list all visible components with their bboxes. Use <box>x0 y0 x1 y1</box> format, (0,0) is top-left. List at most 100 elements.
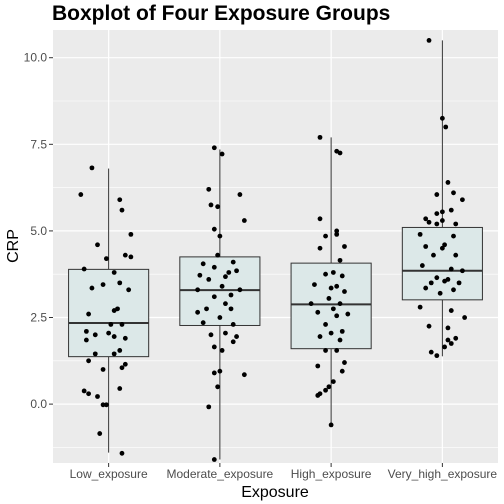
data-point <box>448 308 454 313</box>
data-points <box>78 37 468 462</box>
x-tick-label: Moderate_exposure <box>167 467 274 481</box>
data-point <box>323 271 328 277</box>
data-point <box>234 268 239 274</box>
data-point <box>426 37 432 43</box>
data-point <box>95 242 100 248</box>
x-axis-ticks: Low_exposure Moderate_exposure High_exposu… <box>70 463 497 481</box>
data-point <box>104 256 109 262</box>
data-point <box>208 332 214 338</box>
data-point <box>122 335 128 341</box>
data-point <box>315 363 321 369</box>
data-point <box>334 348 340 353</box>
data-point <box>460 197 465 203</box>
data-point <box>100 282 106 288</box>
data-point <box>106 330 112 336</box>
data-point <box>86 311 91 317</box>
data-point <box>211 457 217 462</box>
data-point <box>89 165 95 171</box>
data-point <box>428 280 434 286</box>
data-point <box>200 261 206 267</box>
data-point <box>215 204 221 210</box>
data-point <box>230 259 236 265</box>
data-point <box>111 334 117 339</box>
data-point <box>237 192 243 197</box>
data-point <box>442 278 447 284</box>
data-point <box>323 348 328 353</box>
data-point <box>217 315 223 320</box>
data-point <box>330 379 336 384</box>
data-point <box>195 287 201 293</box>
boxes <box>68 40 483 460</box>
data-point <box>81 266 87 272</box>
data-point <box>211 344 217 350</box>
data-point <box>448 207 454 213</box>
data-point <box>95 394 100 399</box>
data-point <box>451 190 456 196</box>
data-point <box>423 285 429 291</box>
data-point <box>111 308 117 313</box>
data-point <box>215 252 221 258</box>
data-point <box>442 344 447 350</box>
data-point <box>119 322 125 327</box>
data-point <box>451 233 456 239</box>
box-iqr <box>179 256 261 326</box>
data-point <box>204 306 209 312</box>
data-point <box>230 322 236 327</box>
box-iqr <box>68 268 150 358</box>
data-point <box>339 328 345 334</box>
data-point <box>460 268 465 274</box>
data-point <box>434 275 440 281</box>
data-point <box>443 124 449 130</box>
data-point <box>448 266 454 272</box>
y-tick-label: 7.5 <box>30 137 47 151</box>
data-point <box>195 309 201 315</box>
data-point <box>217 368 223 374</box>
data-point <box>326 296 332 301</box>
data-point <box>434 353 440 359</box>
data-point <box>445 180 451 185</box>
data-point <box>342 244 347 249</box>
data-point <box>119 450 125 456</box>
data-point <box>206 277 212 282</box>
data-point <box>200 320 206 326</box>
data-point <box>423 244 429 249</box>
data-point <box>223 274 228 280</box>
data-point <box>81 388 87 394</box>
data-point <box>100 367 106 372</box>
data-point <box>241 372 247 378</box>
data-point <box>437 290 443 296</box>
box-iqr <box>401 226 483 301</box>
data-point <box>431 252 436 258</box>
y-tick-label: 0.0 <box>30 397 47 411</box>
data-point <box>86 358 91 364</box>
data-point <box>439 209 445 215</box>
data-point <box>345 311 351 317</box>
data-point <box>234 334 239 339</box>
data-point <box>315 309 321 315</box>
data-point <box>228 306 234 312</box>
data-point <box>117 280 123 286</box>
data-point <box>315 393 321 398</box>
data-point <box>330 306 336 312</box>
data-point <box>211 226 217 232</box>
data-point <box>223 330 228 336</box>
data-point <box>451 287 456 293</box>
data-point <box>237 287 243 293</box>
data-point <box>434 221 440 227</box>
data-point <box>197 272 203 278</box>
data-point <box>323 387 328 393</box>
data-point <box>217 233 223 239</box>
data-point <box>428 349 434 355</box>
y-tick-label: 5.0 <box>30 224 47 238</box>
data-point <box>92 332 98 338</box>
data-point <box>230 339 236 345</box>
data-point <box>445 337 451 343</box>
data-point <box>226 270 232 275</box>
data-point <box>128 231 134 237</box>
x-tick-label: Low_exposure <box>70 467 148 481</box>
y-axis-ticks: 0.0 2.5 5.0 7.5 10.0 <box>24 51 53 411</box>
data-point <box>211 264 217 270</box>
data-point <box>117 197 123 203</box>
data-point <box>337 301 343 307</box>
box-iqr <box>290 262 372 350</box>
